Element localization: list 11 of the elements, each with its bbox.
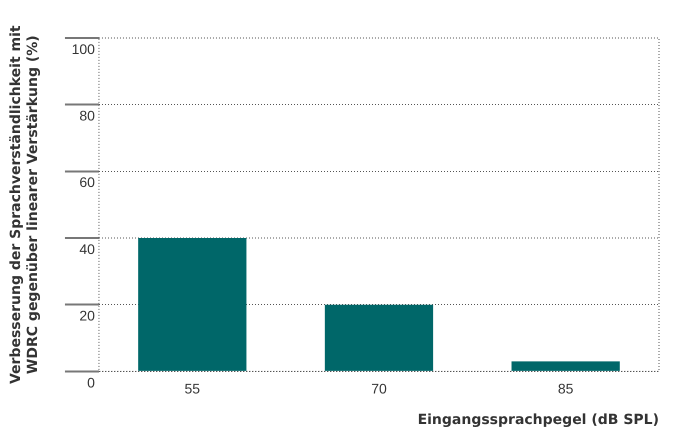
y-tick-label: 60	[79, 174, 96, 190]
y-tick-label: 80	[79, 108, 96, 124]
x-axis-title: Eingangssprachpegel (dB SPL)	[418, 412, 659, 428]
y-tick-label: 100	[72, 40, 96, 57]
y-tick-label: 0	[87, 374, 96, 390]
x-tick-label: 70	[371, 380, 387, 397]
y-tick-label: 20	[79, 308, 96, 324]
x-tick-label: 55	[184, 380, 200, 397]
x-tick-label: 85	[558, 380, 574, 397]
y-axis-title: Verbesserung der Sprachverständlichkeit mit WDRC gegenüber linearer Verstärkung (%)	[8, 25, 41, 384]
y-tick-label: 40	[79, 240, 96, 257]
